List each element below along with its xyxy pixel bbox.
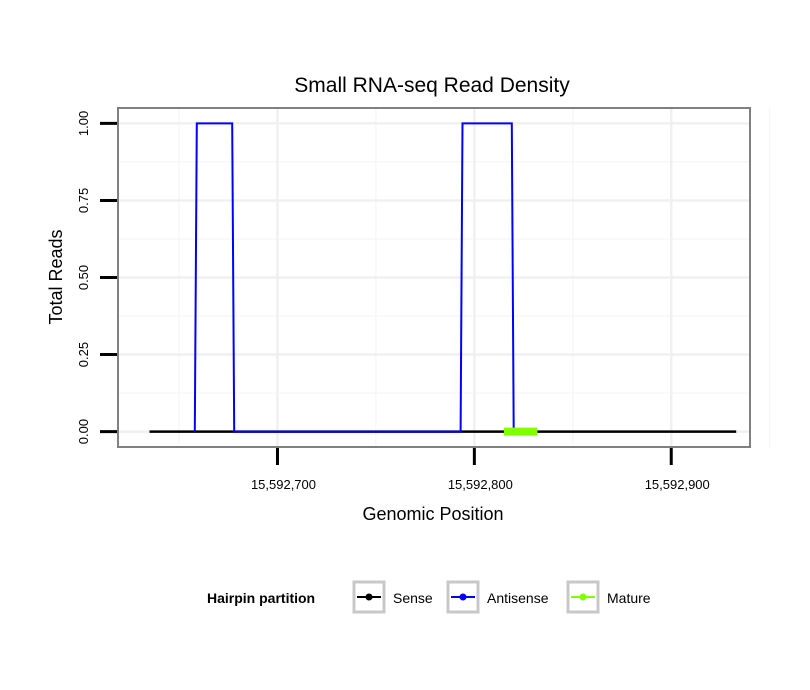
legend-item-sense: Sense [352, 580, 433, 614]
y-tick-label: 0.00 [76, 419, 91, 444]
x-tick-label: 15,592,700 [251, 477, 316, 492]
legend-key-point [459, 593, 467, 601]
series-lines [149, 122, 737, 436]
y-tick-label: 0.75 [76, 188, 91, 213]
legend-label: Sense [393, 590, 433, 606]
y-tick-label: 1.00 [76, 111, 91, 136]
legend-label: Antisense [487, 590, 549, 606]
x-tick-label: 15,592,800 [448, 477, 513, 492]
legend-item-mature: Mature [566, 580, 651, 614]
legend-key-point [365, 593, 373, 601]
plot-panel [117, 107, 751, 448]
x-axis-title: Genomic Position [362, 504, 503, 524]
legend-title: Hairpin partition [207, 590, 315, 606]
x-axis: 15,592,700 15,592,800 15,592,900 [251, 448, 710, 492]
grid-lines [118, 108, 771, 447]
y-axis-title: Total Reads [46, 229, 66, 324]
legend-key-point [579, 593, 587, 601]
series-line-antisense [193, 122, 515, 433]
x-tick-label: 15,592,900 [645, 477, 710, 492]
y-tick-label: 0.25 [76, 342, 91, 367]
legend-key-box [446, 580, 480, 614]
legend-label: Mature [607, 590, 651, 606]
y-tick-label: 0.50 [76, 265, 91, 290]
legend: Hairpin partition Sense Antisense Mature [207, 580, 651, 614]
chart-title: Small RNA-seq Read Density [294, 74, 570, 97]
y-axis: 0.00 0.25 0.50 0.75 1.00 [76, 111, 117, 444]
legend-item-antisense: Antisense [446, 580, 549, 614]
